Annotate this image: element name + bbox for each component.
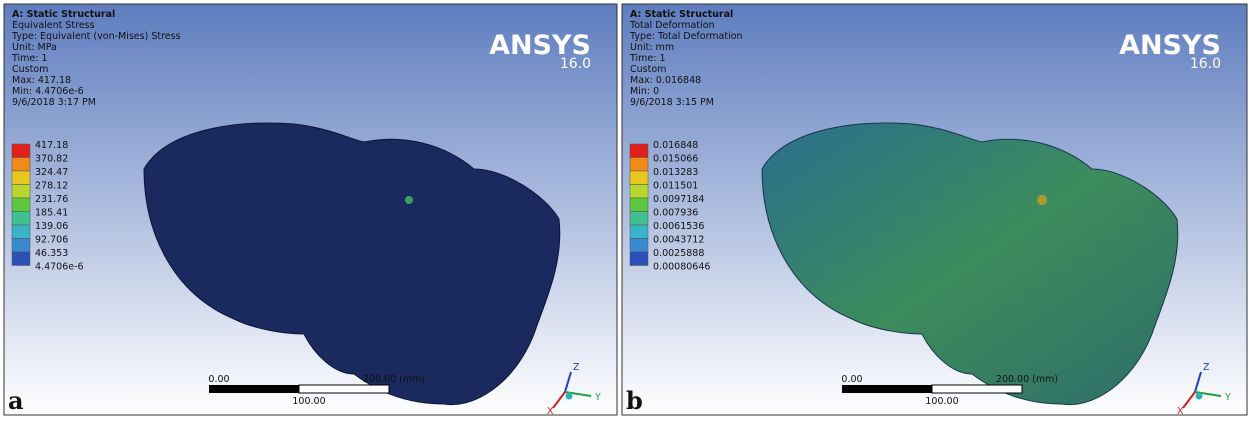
legend-label: 46.353 bbox=[35, 248, 68, 259]
legend-label: 0.016848 bbox=[653, 140, 698, 151]
header-line: 9/6/2018 3:15 PM bbox=[630, 97, 714, 108]
hotspot bbox=[405, 196, 413, 204]
triad-origin bbox=[566, 393, 573, 400]
scale-bar-light bbox=[932, 385, 1022, 393]
legend-swatch bbox=[12, 185, 30, 199]
legend-label: 417.18 bbox=[35, 140, 68, 151]
scale-start: 0.00 bbox=[841, 374, 862, 385]
legend-swatch bbox=[12, 198, 30, 212]
legend-swatch bbox=[12, 239, 30, 253]
header-title: A: Static Structural bbox=[12, 9, 115, 20]
legend-label: 0.0043712 bbox=[653, 235, 704, 246]
panel-letter: a bbox=[8, 386, 24, 415]
legend-label: 0.0097184 bbox=[653, 194, 704, 205]
legend-swatch bbox=[630, 171, 648, 185]
scale-mid: 100.00 bbox=[925, 396, 958, 407]
legend-label: 231.76 bbox=[35, 194, 68, 205]
legend-swatch bbox=[12, 225, 30, 239]
legend-swatch bbox=[630, 198, 648, 212]
scale-start: 0.00 bbox=[208, 374, 229, 385]
legend-swatch bbox=[630, 225, 648, 239]
header-line: Total Deformation bbox=[629, 20, 715, 31]
legend-label: 0.015066 bbox=[653, 154, 698, 165]
legend-swatch bbox=[630, 252, 648, 266]
header-title: A: Static Structural bbox=[630, 9, 733, 20]
page: A: Static StructuralEquivalent StressTyp… bbox=[0, 0, 1251, 419]
version: 16.0 bbox=[560, 56, 591, 72]
header-line: Max: 417.18 bbox=[12, 75, 71, 86]
legend-label: 0.013283 bbox=[653, 167, 698, 178]
legend-label: 278.12 bbox=[35, 181, 68, 192]
scale-bar-dark bbox=[209, 385, 299, 393]
panel-letter: b bbox=[626, 386, 643, 415]
legend-swatch bbox=[12, 252, 30, 266]
scale-mid: 100.00 bbox=[292, 396, 325, 407]
legend-swatch bbox=[12, 171, 30, 185]
axis-y-label: Y bbox=[1224, 392, 1231, 403]
legend-label: 0.0025888 bbox=[653, 248, 704, 259]
axis-z-label: Z bbox=[1203, 362, 1210, 373]
legend-swatch bbox=[12, 158, 30, 172]
header-line: Type: Total Deformation bbox=[629, 31, 743, 42]
legend-swatch bbox=[12, 144, 30, 158]
legend-swatch bbox=[630, 158, 648, 172]
header-line: Time: 1 bbox=[11, 53, 48, 64]
header-line: Min: 0 bbox=[630, 86, 659, 97]
legend-label: 324.47 bbox=[35, 167, 68, 178]
header-line: Min: 4.4706e-6 bbox=[12, 86, 84, 97]
header-line: Type: Equivalent (von-Mises) Stress bbox=[11, 31, 181, 42]
legend-label: 370.82 bbox=[35, 154, 68, 165]
axis-z-label: Z bbox=[573, 362, 580, 373]
legend-label: 92.706 bbox=[35, 235, 68, 246]
header-line: Max: 0.016848 bbox=[630, 75, 701, 86]
header-line: Custom bbox=[630, 64, 666, 75]
legend-label: 4.4706e-6 bbox=[35, 262, 84, 273]
scale-bar-light bbox=[299, 385, 389, 393]
legend-label: 0.00080646 bbox=[653, 262, 710, 273]
scale-bar-dark bbox=[842, 385, 932, 393]
screenshot: A: Static StructuralEquivalent StressTyp… bbox=[0, 0, 1251, 419]
header-line: Time: 1 bbox=[629, 53, 666, 64]
header-line: Custom bbox=[12, 64, 48, 75]
header-line: Unit: MPa bbox=[12, 42, 57, 53]
legend-swatch bbox=[630, 212, 648, 226]
legend-swatch bbox=[630, 239, 648, 253]
hotspot bbox=[1037, 195, 1047, 205]
scale-end: 200.00 (mm) bbox=[363, 374, 425, 385]
legend-label: 0.007936 bbox=[653, 208, 698, 219]
legend-swatch bbox=[630, 144, 648, 158]
legend-swatch bbox=[12, 212, 30, 226]
version: 16.0 bbox=[1190, 56, 1221, 72]
axis-x-label: X bbox=[547, 406, 554, 417]
scale-end: 200.00 (mm) bbox=[996, 374, 1058, 385]
header-line: Equivalent Stress bbox=[12, 20, 95, 31]
legend-label: 0.011501 bbox=[653, 181, 698, 192]
header-line: 9/6/2018 3:17 PM bbox=[12, 97, 96, 108]
axis-x-label: X bbox=[1177, 406, 1184, 417]
legend-label: 0.0061536 bbox=[653, 221, 704, 232]
triad-origin bbox=[1196, 393, 1203, 400]
legend-swatch bbox=[630, 185, 648, 199]
legend-label: 139.06 bbox=[35, 221, 68, 232]
legend-label: 185.41 bbox=[35, 208, 68, 219]
axis-y-label: Y bbox=[594, 392, 601, 403]
header-line: Unit: mm bbox=[630, 42, 674, 53]
